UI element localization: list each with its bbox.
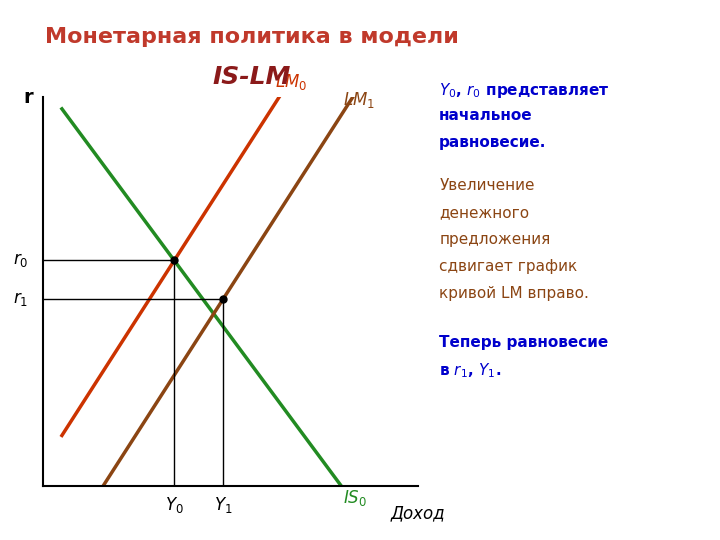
Text: в $r_1$, $Y_1$.: в $r_1$, $Y_1$.	[439, 362, 501, 381]
Text: предложения: предложения	[439, 232, 551, 247]
Text: Доход: Доход	[390, 504, 445, 522]
Text: IS-LM: IS-LM	[213, 65, 291, 89]
Text: Теперь равновесие: Теперь равновесие	[439, 335, 608, 350]
Text: $Y_1$: $Y_1$	[214, 495, 232, 516]
Text: $r_0$: $r_0$	[13, 252, 29, 269]
Text: $r_1$: $r_1$	[13, 291, 28, 308]
Text: Увеличение: Увеличение	[439, 178, 535, 193]
Text: $Y_0$: $Y_0$	[165, 495, 184, 516]
Text: $LM_0$: $LM_0$	[275, 72, 307, 92]
Text: денежного: денежного	[439, 205, 529, 220]
Text: равновесие.: равновесие.	[439, 135, 546, 150]
Text: $Y_0$, $r_0$ представляет: $Y_0$, $r_0$ представляет	[439, 81, 610, 100]
Text: сдвигает график: сдвигает график	[439, 259, 577, 274]
Text: начальное: начальное	[439, 108, 533, 123]
Text: r: r	[24, 87, 33, 107]
Text: $LM_1$: $LM_1$	[343, 90, 374, 110]
Text: кривой LM вправо.: кривой LM вправо.	[439, 286, 589, 301]
Text: Монетарная политика в модели: Монетарная политика в модели	[45, 27, 459, 47]
Text: $IS_0$: $IS_0$	[343, 489, 366, 509]
